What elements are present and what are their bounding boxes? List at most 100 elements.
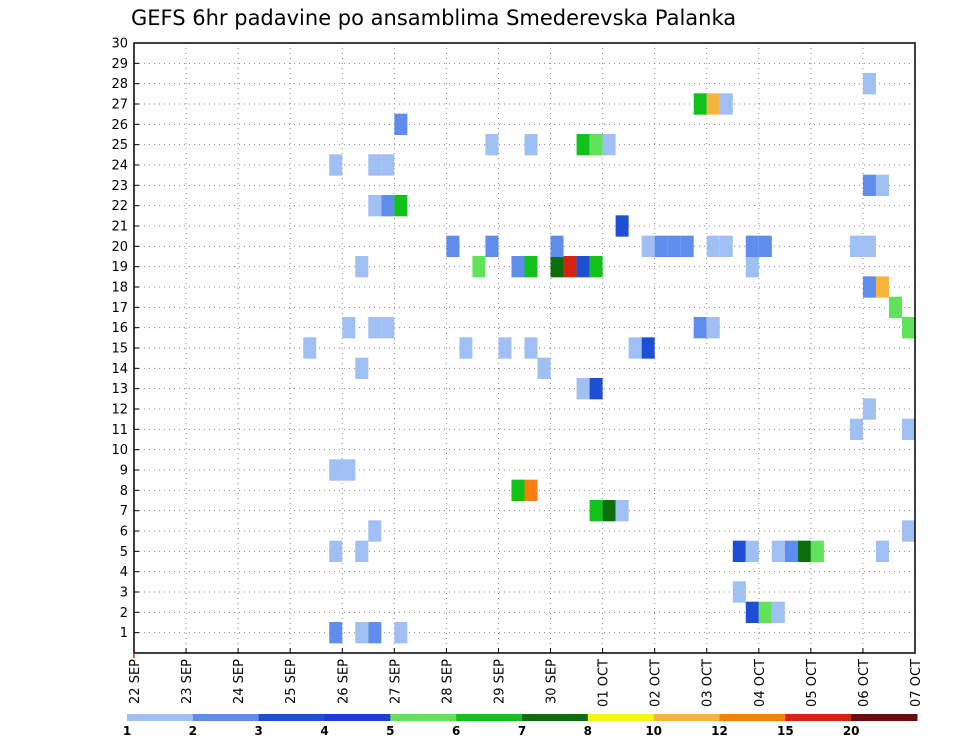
x-tick-label: 03 OCT [701,659,716,707]
precip-cell [368,317,382,339]
y-tick-label: 11 [111,423,128,438]
precip-cell [706,317,720,339]
precip-cell [368,520,382,542]
precip-cell [810,540,824,562]
legend-swatch [324,714,391,721]
precip-cell [784,540,798,562]
y-tick-label: 16 [111,321,128,336]
precip-cell [589,134,603,156]
precip-cell [329,459,343,481]
x-tick-label: 04 OCT [753,659,768,707]
precip-cell [875,540,889,562]
precip-cell [537,357,551,379]
legend-label: 2 [189,724,197,738]
precip-cell [745,256,759,278]
precip-cell [602,500,616,522]
precip-cell [329,154,343,176]
y-tick-label: 19 [111,260,128,275]
y-tick-label: 12 [111,403,128,418]
precip-cell [862,398,876,420]
legend-swatch [587,714,655,721]
x-tick-label: 23 SEP [180,659,195,704]
x-tick-label: 07 OCT [909,659,924,707]
precip-cell [381,195,395,217]
y-tick-label: 1 [120,626,128,641]
y-tick-label: 15 [111,342,128,357]
x-tick-label: 26 SEP [336,659,351,704]
precip-cell [693,93,707,115]
precip-cell [771,540,785,562]
x-tick-label: 27 SEP [388,659,403,704]
legend-swatch [390,714,457,721]
precip-cell [589,378,603,400]
legend-label: 4 [320,724,328,738]
precip-cell [875,174,889,196]
precip-cell [706,93,720,115]
y-tick-label: 27 [111,98,128,113]
precip-cell [875,276,889,298]
precip-cell [667,235,681,257]
precip-cell [862,276,876,298]
precip-cell [862,174,876,196]
precip-cell [901,418,915,440]
y-tick-label: 2 [120,606,128,621]
precip-cell [381,154,395,176]
legend-label: 10 [645,724,662,738]
y-tick-label: 30 [111,37,128,52]
y-tick-label: 28 [111,77,128,92]
precip-cell [394,622,408,644]
precip-cell [719,235,733,257]
precip-cell [589,256,603,278]
precip-cell [355,357,369,379]
precip-cell [680,235,694,257]
precip-cell [368,154,382,176]
x-tick-label: 01 OCT [597,659,612,707]
x-tick-label: 28 SEP [440,659,455,704]
precip-cell [303,337,317,359]
y-tick-label: 20 [111,240,128,255]
x-tick-label: 02 OCT [649,659,664,707]
legend-label: 1 [123,724,131,738]
chart-title: GEFS 6hr padavine po ansamblima Smederev… [131,6,736,30]
precip-cell [732,540,746,562]
legend-label: 20 [843,724,860,738]
y-tick-label: 5 [120,545,128,560]
precip-cell [862,235,876,257]
y-tick-label: 18 [111,281,128,296]
x-tick-label: 24 SEP [232,659,247,704]
x-tick-label: 05 OCT [805,659,820,707]
precip-cell [849,235,863,257]
precip-cell [329,540,343,562]
legend-label: 8 [584,724,592,738]
precip-cell [849,418,863,440]
legend-swatch [192,714,260,721]
precip-cell [862,73,876,95]
precip-cell [628,337,642,359]
y-tick-label: 29 [111,57,128,72]
x-tick-label: 30 SEP [545,659,560,704]
legend-swatch [456,714,523,721]
precip-cell [758,235,772,257]
precip-cell [745,601,759,623]
precip-cell [511,256,525,278]
legend-label: 5 [386,724,394,738]
precip-cell [524,256,538,278]
precip-cell [706,235,720,257]
precip-cell [550,235,564,257]
y-tick-label: 4 [120,565,128,580]
precip-cell [485,235,499,257]
precip-cell [524,337,538,359]
precip-cell [368,195,382,217]
precip-cell [381,317,395,339]
y-tick-label: 23 [111,179,128,194]
precip-cell [511,479,525,501]
precip-cell [576,378,590,400]
y-tick-label: 8 [120,484,128,499]
precip-cell [745,540,759,562]
y-tick-label: 13 [111,382,128,397]
precip-cell [342,317,356,339]
y-axis: 1234567891011121314151617181920212223242… [111,37,139,641]
precip-cell [654,235,668,257]
x-tick-label: 22 SEP [128,659,143,704]
precip-cell [368,622,382,644]
